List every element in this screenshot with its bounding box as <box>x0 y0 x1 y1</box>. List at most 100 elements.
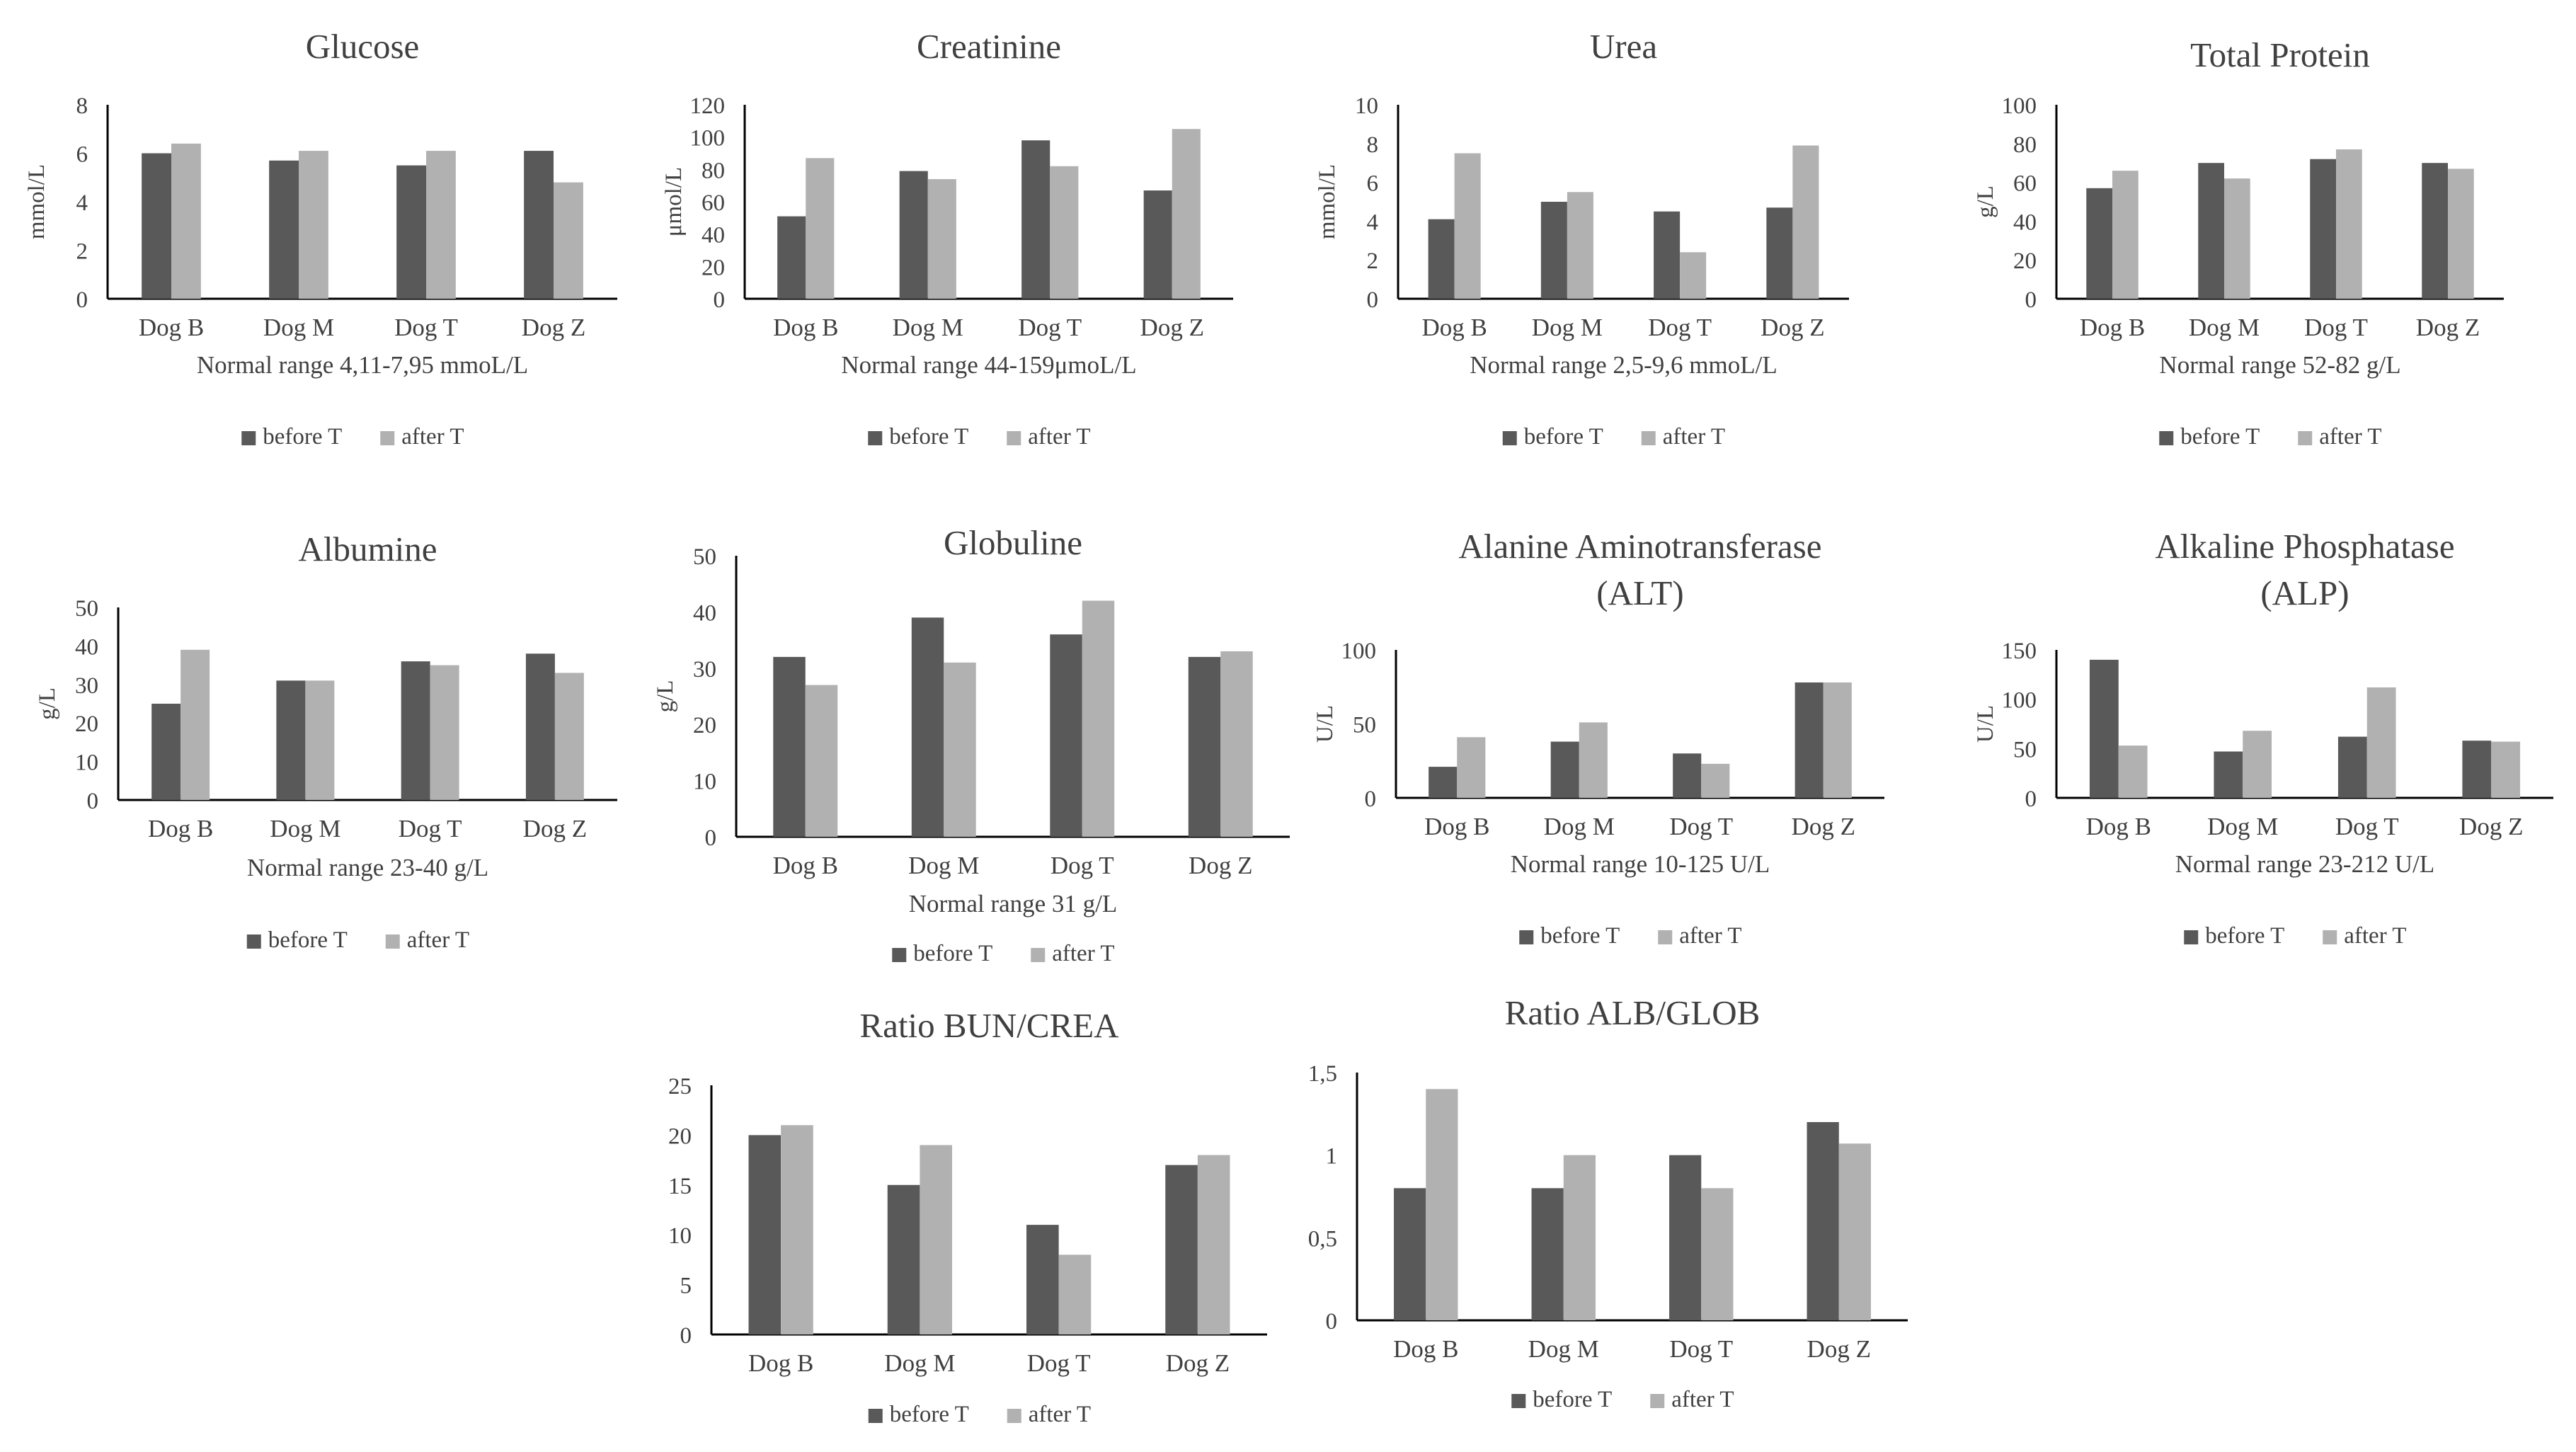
legend-swatch-after <box>1031 948 1046 962</box>
x-axis-label: Normal range 23-40 g/L <box>247 854 488 881</box>
y-tick-label: 0 <box>2025 787 2037 812</box>
y-tick-label: 20 <box>668 1124 692 1149</box>
bar-after-dog-t <box>426 151 456 299</box>
legend-swatch-after <box>1650 1394 1665 1408</box>
y-tick-label: 1 <box>1326 1144 1338 1170</box>
x-tick-label: Dog T <box>1669 1335 1733 1363</box>
y-tick-label: 100 <box>690 126 726 152</box>
x-tick-label: Dog B <box>139 314 204 341</box>
legend-label-after: after T <box>407 927 469 953</box>
chart-title: Ratio BUN/CREA <box>859 1006 1119 1045</box>
y-axis-label: mmol/L <box>24 164 50 239</box>
x-tick-label: Dog Z <box>1761 314 1824 341</box>
bar-before-dog-b <box>2089 659 2119 798</box>
bar-after-dog-b <box>181 649 210 800</box>
y-tick-label: 40 <box>702 223 725 248</box>
y-tick-label: 1,5 <box>1308 1061 1337 1087</box>
x-tick-label: Dog M <box>2189 314 2260 341</box>
bar-after-dog-m <box>305 680 335 800</box>
legend-swatch-before <box>1511 1394 1526 1408</box>
legend: before T after T <box>1519 923 1742 949</box>
legend: before T after T <box>246 927 469 953</box>
y-tick-label: 6 <box>1367 171 1379 197</box>
bar-after-dog-b <box>806 158 835 299</box>
bar-after-dog-t <box>1701 1188 1734 1320</box>
bar-before-dog-b <box>1394 1188 1426 1320</box>
bar-before-dog-b <box>2086 188 2112 299</box>
y-tick-label: 20 <box>702 255 725 280</box>
x-tick-label: Dog T <box>1027 1349 1091 1377</box>
chart-8: Alkaline Phosphatase (ALP) 0 50 100 150 U/L Dog… <box>1973 527 2553 949</box>
bar-after-dog-t <box>1082 600 1115 837</box>
chart-6: Globuline 0 10 20 30 40 50 g/L Dog B Dog M Dog T Do… <box>653 523 1290 966</box>
legend-swatch-after <box>1641 431 1656 445</box>
y-tick-label: 60 <box>702 190 725 216</box>
y-tick-label: 0 <box>1326 1309 1338 1334</box>
x-axis-label: Normal range 23-212 U/L <box>2175 850 2434 878</box>
x-tick-label: Dog Z <box>522 314 585 341</box>
bar-before-dog-z <box>525 653 555 800</box>
y-tick-label: 20 <box>693 713 716 738</box>
legend: before T after T <box>1502 424 1725 450</box>
chart-title: Globuline <box>944 523 1082 562</box>
x-tick-label: Dog T <box>1051 852 1114 879</box>
bar-after-dog-m <box>927 179 956 299</box>
legend-label-before: before T <box>913 941 992 966</box>
y-tick-label: 40 <box>2013 210 2037 235</box>
bar-after-dog-t <box>2336 149 2362 299</box>
chart-title: Creatinine <box>917 27 1061 66</box>
y-axis-label: g/L <box>35 687 60 720</box>
legend-swatch-before <box>246 934 261 949</box>
x-tick-label: Dog B <box>748 1349 813 1377</box>
y-tick-label: 5 <box>680 1274 692 1299</box>
bar-after-dog-z <box>2448 168 2474 299</box>
legend: before T after T <box>2184 923 2407 949</box>
y-axis-label: g/L <box>653 680 678 713</box>
x-tick-label: Dog B <box>2086 813 2151 840</box>
legend-swatch-before <box>868 1409 883 1423</box>
y-tick-label: 40 <box>693 600 716 626</box>
y-tick-label: 2 <box>76 239 88 265</box>
legend-label-before: before T <box>263 424 342 450</box>
legend-label-before: before T <box>2205 923 2284 949</box>
x-tick-label: Dog T <box>2304 314 2368 341</box>
y-tick-label: 10 <box>1355 93 1378 119</box>
bar-before-dog-b <box>777 216 806 299</box>
legend-swatch-after <box>380 431 395 445</box>
bar-after-dog-m <box>920 1145 953 1334</box>
x-tick-label: Dog B <box>1424 813 1489 840</box>
bar-after-dog-m <box>1563 1155 1596 1320</box>
legend: before T after T <box>1511 1387 1734 1412</box>
bar-before-dog-b <box>773 656 806 837</box>
bar-after-dog-b <box>1426 1089 1458 1320</box>
x-tick-label: Dog Z <box>2459 813 2523 840</box>
bar-before-dog-m <box>1550 741 1579 798</box>
bar-before-dog-t <box>1669 1155 1702 1320</box>
y-tick-label: 0 <box>714 287 726 313</box>
x-tick-label: Dog Z <box>1189 852 1252 879</box>
bar-after-dog-z <box>554 673 584 800</box>
bar-before-dog-z <box>1807 1122 1839 1320</box>
y-tick-label: 50 <box>2013 737 2037 762</box>
chart-title: Albumine <box>299 530 437 568</box>
bar-before-dog-b <box>1428 219 1455 299</box>
bar-after-dog-m <box>2243 731 2272 798</box>
bar-after-dog-z <box>554 182 583 299</box>
y-tick-label: 150 <box>2002 639 2037 664</box>
x-tick-label: Dog B <box>1421 314 1487 341</box>
bar-before-dog-m <box>1531 1188 1564 1320</box>
legend-swatch-after <box>1007 1409 1021 1423</box>
legend-label-before: before T <box>1533 1387 1612 1412</box>
y-tick-label: 60 <box>2013 171 2037 197</box>
chart-title: (ALT) <box>1596 573 1683 612</box>
chart-title: Urea <box>1590 27 1657 66</box>
y-tick-label: 50 <box>75 596 98 622</box>
y-tick-label: 0 <box>705 825 717 851</box>
legend-swatch-before <box>1519 930 1534 944</box>
bar-before-dog-z <box>1143 190 1172 299</box>
x-tick-label: Dog B <box>773 852 838 879</box>
bar-before-dog-m <box>2198 163 2224 299</box>
bar-after-dog-m <box>1567 192 1593 299</box>
